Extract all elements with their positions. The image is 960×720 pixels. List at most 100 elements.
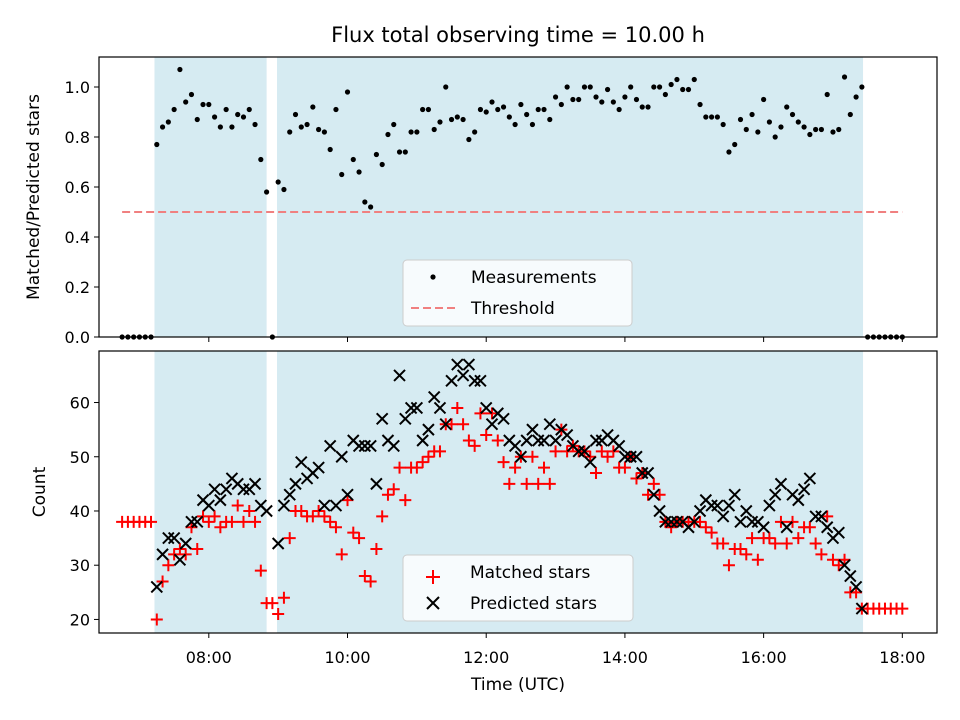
measurement-point [443,84,449,90]
matched-star-point [335,548,348,561]
measurement-point [414,129,420,135]
measurement-point [524,111,530,118]
matched-star-point [410,461,423,474]
predicted-star-point [636,466,649,480]
matched-star-point [694,515,707,528]
bottom-legend-box [402,554,634,622]
measurement-point [813,126,819,133]
measurement-point [570,96,576,103]
measurement-point [749,111,755,118]
measurement-point [599,99,605,105]
measurement-point [651,84,657,90]
measurement-point [685,86,692,93]
measurement-point [691,76,697,83]
predicted-star-point [445,374,458,388]
measurement-point [333,106,339,113]
measurement-point [483,109,489,115]
measurement-point [616,106,622,113]
matched-star-point [370,542,383,555]
predicted-star-point [514,450,528,463]
matched-star-point [451,401,464,414]
predicted-star-point [780,521,793,534]
count-points [116,358,909,626]
predicted-star-point [722,499,736,512]
legend-matched-marker [426,570,440,584]
measurement-point [437,119,443,125]
matched-star-point [393,461,406,474]
matched-star-point [491,434,504,447]
matched-star-point [202,515,215,528]
predicted-star-point [289,477,302,491]
predicted-star-point [763,499,776,512]
predicted-star-point [520,434,533,447]
predicted-star-point [295,455,308,469]
measurement-point [235,111,241,118]
predicted-star-point [815,510,828,523]
measurement-point [339,171,345,178]
measurement-point [344,89,351,95]
predicted-star-point [393,369,406,382]
measurement-point [472,129,478,135]
matched-star-point [497,456,510,469]
measurement-point [622,94,628,100]
matched-star-point [896,602,909,615]
measurement-point [726,149,732,155]
predicted-star-point [277,499,291,512]
predicted-star-point [838,559,851,572]
matched-star-point [480,429,493,442]
predicted-star-point [185,515,198,529]
predicted-star-point [670,515,684,529]
x-tick-label: 08:00 [186,648,232,667]
matched-star-point [197,510,210,523]
measurement-point [547,116,553,123]
measurement-point [304,121,310,128]
y-tick-label: 20 [70,610,90,629]
bottom-y-axis-label: Count [30,466,50,517]
matched-star-point [607,445,620,458]
matched-star-point [751,553,764,566]
matched-star-point [509,461,522,474]
matched-star-point [329,521,342,534]
predicted-star-point [468,374,481,388]
predicted-star-point [537,434,551,447]
measurement-point [709,114,715,120]
x-tick-label: 14:00 [602,648,648,667]
measurement-point [350,156,356,163]
y-tick-label: 30 [70,556,90,575]
predicted-star-point [375,412,389,425]
measurement-point [310,104,316,110]
matched-star-point [387,483,400,496]
predicted-star-point [208,483,221,496]
predicted-star-point [312,461,325,474]
observing-span [154,57,267,337]
measurement-point [200,101,206,108]
bottom-y-ticks: 20 30 40 50 60 [70,394,99,629]
matched-star-point [722,559,735,572]
predicted-star-point [740,504,753,518]
y-tick-label: 0.8 [65,128,90,147]
measurement-point [229,124,235,130]
matched-star-point [358,570,371,583]
predicted-star-point [191,515,204,529]
matched-star-point [815,548,828,561]
predicted-star-point [578,445,591,458]
matched-star-point [826,553,839,566]
matched-star-point [543,477,556,490]
matched-star-point [243,504,256,517]
matched-star-point [457,418,470,431]
matched-star-point [225,515,238,528]
measurement-point [518,101,524,108]
measurement-point [292,111,299,118]
measurement-point [795,119,801,125]
y-tick-label: 0.6 [65,178,90,197]
measurement-point [316,126,322,133]
predicted-star-point [797,483,811,496]
matched-star-point [717,537,730,550]
measurement-point [645,104,651,110]
matched-star-point [665,521,678,534]
predicted-star-point [508,439,522,453]
predicted-star-point [456,369,470,382]
measurement-point [784,104,790,110]
matched-star-point [746,532,759,545]
predicted-star-point [844,569,857,583]
